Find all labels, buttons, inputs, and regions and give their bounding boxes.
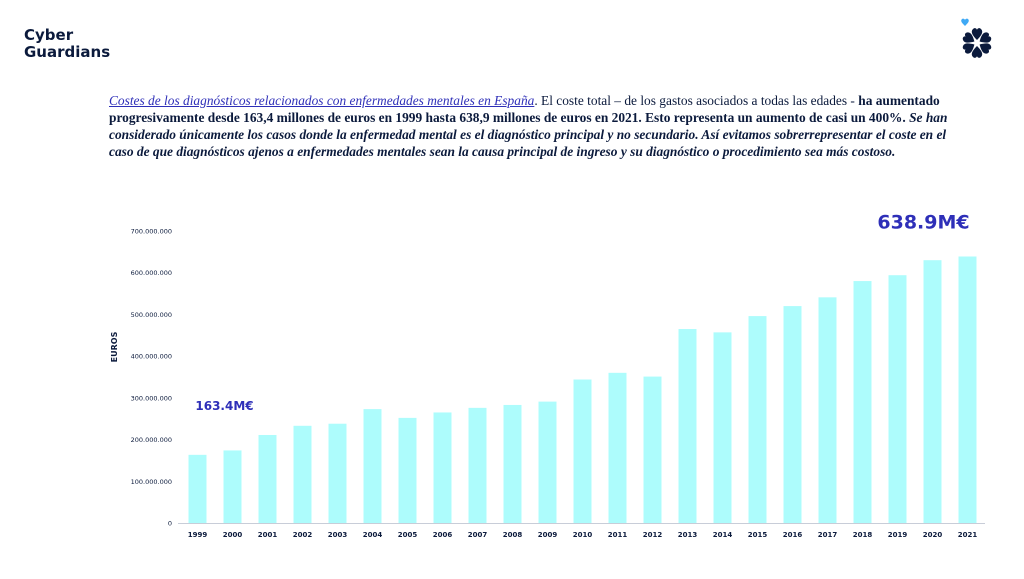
y-tick-label: 200.000.000: [131, 436, 172, 444]
bar-2005: [398, 417, 417, 523]
x-tick-label: 2003: [328, 531, 348, 539]
bar-2013: [678, 329, 697, 523]
logo-heart-accent: [961, 18, 969, 26]
bar-1999: [188, 454, 207, 523]
bar-2002: [293, 425, 312, 523]
x-tick-label: 2015: [748, 531, 768, 539]
intro-paragraph: Costes de los diagnósticos relacionados …: [109, 92, 959, 160]
y-tick-label: 500.000.000: [131, 311, 172, 319]
annotations: 163.4M€ 638.9M€: [195, 211, 969, 412]
bar-2008: [503, 404, 522, 523]
bar-2003: [328, 423, 347, 523]
brand-line-1: Cyber: [24, 26, 74, 44]
bar-2011: [608, 372, 627, 523]
y-tick-label: 400.000.000: [131, 353, 172, 361]
bar-2017: [818, 297, 837, 523]
brand-logotype: Cyber Guardians: [24, 27, 110, 61]
x-tick-label: 2009: [538, 531, 558, 539]
x-tick-label: 2011: [608, 531, 628, 539]
intro-lead-link[interactable]: Costes de los diagnósticos relacionados …: [109, 93, 535, 108]
x-tick-label: 2016: [783, 531, 803, 539]
annotation-label: 163.4M€: [195, 399, 253, 413]
y-tick-label: 100.000.000: [131, 478, 172, 486]
bar-2006: [433, 412, 452, 523]
y-tick-label: 700.000.000: [131, 228, 172, 236]
bar-2019: [888, 275, 907, 523]
x-tick-label: 2014: [713, 531, 733, 539]
x-tick-label: 2005: [398, 531, 418, 539]
bar-2018: [853, 281, 872, 523]
x-tick-label: 2004: [363, 531, 383, 539]
bar-2012: [643, 376, 662, 523]
x-tick-label: 2019: [888, 531, 908, 539]
intro-bold: ha aumentado progresivamente desde 163,4…: [109, 93, 940, 125]
logo-petals: [962, 28, 992, 58]
intro-part-1: . El coste total – de los gastos asociad…: [534, 93, 859, 108]
bar-2020: [923, 260, 942, 523]
y-tick-label: 0: [168, 520, 172, 528]
x-tick-label: 2012: [643, 531, 663, 539]
x-tick-label: 2007: [468, 531, 488, 539]
x-tick-label: 2013: [678, 531, 698, 539]
brand-line-2: Guardians: [24, 43, 111, 61]
x-tick-label: 1999: [188, 531, 208, 539]
x-tick-label: 2018: [853, 531, 873, 539]
bar-chart: 0 100.000.000 200.000.000 300.000.000 400.00…: [110, 211, 985, 539]
bar-2000: [223, 450, 242, 523]
bar-2004: [363, 409, 382, 523]
x-tick-label: 2010: [573, 531, 593, 539]
bar-2010: [573, 379, 592, 523]
y-tick-label: 600.000.000: [131, 269, 172, 277]
x-tick-label: 2021: [958, 531, 978, 539]
y-axis-label: EUROS: [110, 331, 119, 362]
x-tick-label: 2006: [433, 531, 453, 539]
x-tick-label: 2002: [293, 531, 313, 539]
annotation-label: 638.9M€: [877, 211, 969, 233]
y-axis-ticks: 0 100.000.000 200.000.000 300.000.000 400.00…: [131, 228, 172, 528]
bar-2007: [468, 407, 487, 523]
bar-2009: [538, 401, 557, 523]
bars: [188, 256, 977, 523]
x-tick-label: 2008: [503, 531, 523, 539]
bar-2014: [713, 332, 732, 523]
bar-2016: [783, 306, 802, 523]
x-tick-label: 2017: [818, 531, 838, 539]
bar-2015: [748, 316, 767, 523]
x-tick-label: 2000: [223, 531, 243, 539]
bar-2001: [258, 434, 277, 523]
y-tick-label: 300.000.000: [131, 394, 172, 402]
x-tick-label: 2001: [258, 531, 278, 539]
flower-logo-icon: [961, 18, 992, 58]
x-tick-label: 2020: [923, 531, 943, 539]
bar-2021: [958, 256, 977, 523]
x-axis-ticks: 1999 2000 2001 2002 2003 2004 2005 2006 2007 2008…: [188, 531, 978, 539]
intro-note: Se han considerado únicamente los casos …: [109, 110, 948, 159]
